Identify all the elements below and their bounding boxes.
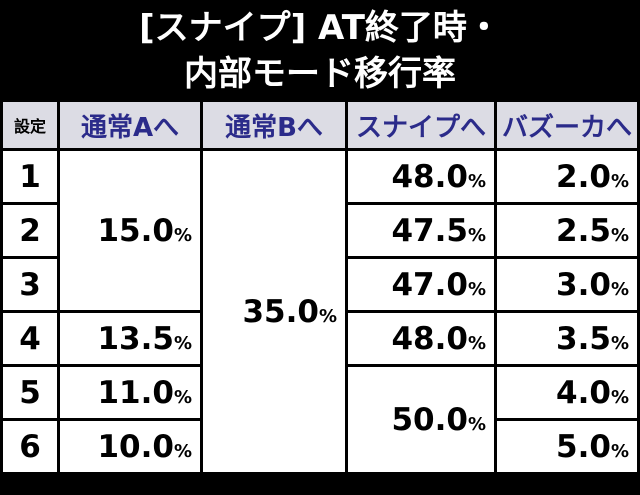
header-cell: バズーカへ [497, 102, 637, 148]
cell: 48.0% [348, 151, 494, 202]
title-line: [スナイプ] AT終了時・ [139, 8, 501, 48]
row: 4 13.5% 48.0% 3.5% [3, 313, 637, 364]
cell: 5.0% [497, 421, 637, 472]
title-line: 内部モード移行率 [184, 54, 456, 94]
cell: 47.0% [348, 259, 494, 310]
row: 6 10.0% 5.0% [3, 421, 637, 472]
header-cell: 設定 [3, 102, 57, 148]
header-row: 設定 通常Aへ 通常Bへ スナイプへ バズーカへ [3, 102, 637, 148]
cell: 13.5% [60, 313, 200, 364]
cell: 35.0% [203, 151, 345, 472]
header-cell: 通常Bへ [203, 102, 345, 148]
header-cell: 通常Aへ [60, 102, 200, 148]
setting-cell: 2 [3, 205, 57, 256]
cell: 11.0% [60, 367, 200, 418]
row: 5 11.0% 50.0% 4.0% [3, 367, 637, 472]
setting-cell: 1 [3, 151, 57, 202]
cell: 47.5% [348, 205, 494, 256]
cell: 4.0% [497, 367, 637, 418]
cell: 50.0% [348, 367, 494, 472]
setting-cell: 5 [3, 367, 57, 418]
row: 3 47.0% 3.0% [3, 259, 637, 310]
title: [スナイプ] AT終了時・ 内部モード移行率 [0, 0, 640, 102]
setting-cell: 3 [3, 259, 57, 310]
cell: 3.5% [497, 313, 637, 364]
cell: 2.0% [497, 151, 637, 202]
rate-table: 設定 通常Aへ 通常Bへ スナイプへ バズーカへ 1 15.0% 35.0% 4… [0, 99, 640, 475]
cell: 15.0% [60, 151, 200, 310]
cell: 2.5% [497, 205, 637, 256]
row: 2 47.5% 2.5% [3, 205, 637, 256]
setting-cell: 4 [3, 313, 57, 364]
cell: 10.0% [60, 421, 200, 472]
row: 1 15.0% 35.0% 48.0% 2.0% [3, 151, 637, 472]
cell: 3.0% [497, 259, 637, 310]
cell: 48.0% [348, 313, 494, 364]
setting-cell: 6 [3, 421, 57, 472]
header-cell: スナイプへ [348, 102, 494, 148]
